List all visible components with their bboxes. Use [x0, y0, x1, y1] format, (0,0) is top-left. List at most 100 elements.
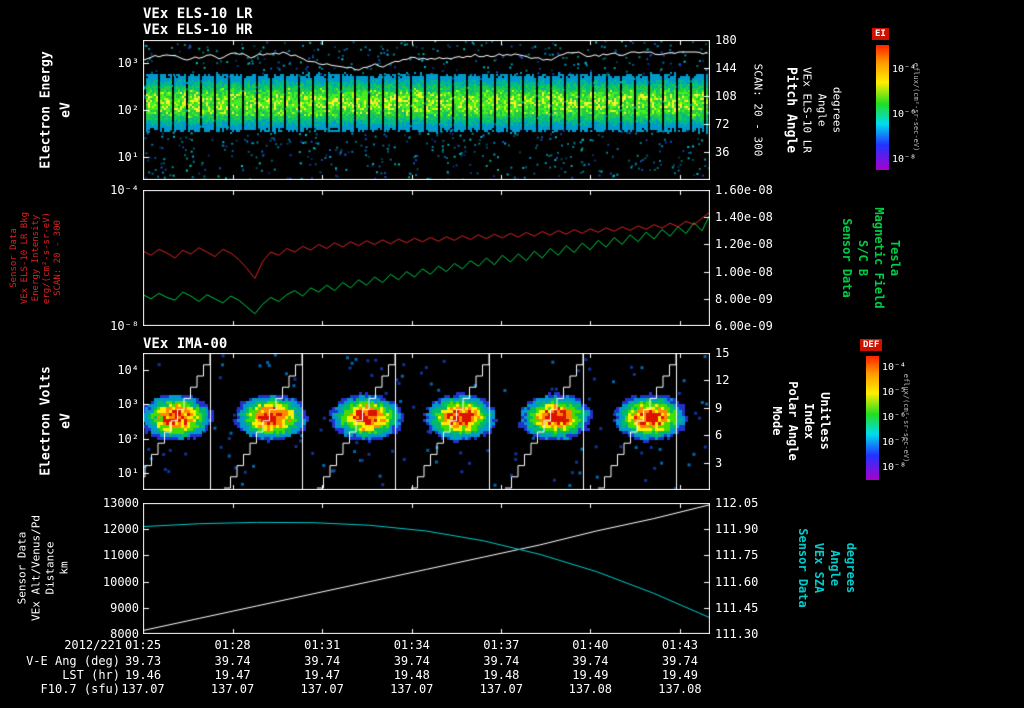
colorbar-tick: 10⁻⁵ [882, 387, 907, 399]
y-tick-right-p4: 111.90 [715, 522, 759, 537]
time-tick-label: 01:28 [214, 638, 251, 652]
colorbar-tick: 10⁻⁶ [892, 109, 917, 120]
p1-right-label-4: degrees [830, 86, 844, 134]
p3-right-label-3: Index [802, 402, 816, 440]
panel1-title-line2: VEx ELS-10 HR [143, 22, 253, 38]
date-label: 2012/221 [64, 638, 122, 652]
y-tick-left-p4: 9000 [110, 600, 139, 615]
y-tick-left-p4: 10000 [102, 574, 139, 589]
y-tick-left-p4: 8000 [110, 627, 139, 641]
y-tick-left-p3: 10² [117, 431, 139, 446]
y-tick-right-p4: 111.60 [715, 574, 759, 589]
p1-right-label-2: VEx ELS-10 LR [800, 66, 814, 154]
colorbar-def [866, 356, 879, 480]
y-tick-right-p1: 180 [715, 33, 737, 47]
panel1-title-line1: VEx ELS-10 LR [143, 6, 253, 22]
footer-value: 19.49 [572, 668, 609, 682]
y-tick-left-p4: 13000 [102, 496, 139, 510]
footer-value: 137.08 [568, 682, 613, 696]
colorbar-tick: 10⁻⁸ [882, 461, 907, 473]
p2-right-label-3: Magnetic Field [872, 207, 886, 309]
y-tick-right-p3: 15 [715, 346, 730, 360]
y-tick-right-p3: 9 [715, 400, 723, 415]
footer-value: 137.07 [210, 682, 255, 696]
y-tick-left-p3: 10¹ [117, 465, 139, 480]
intensity-bfield-line-canvas [143, 190, 710, 326]
footer-row-label: F10.7 (sfu) [40, 682, 120, 696]
footer-value: 39.74 [661, 654, 698, 668]
footer-value: 39.73 [124, 654, 162, 668]
p2-right-label-1: Sensor Data [840, 218, 854, 298]
y-tick-right-p3: 6 [715, 428, 723, 443]
y-tick-left-p4: 12000 [102, 522, 139, 537]
footer-value: 39.74 [214, 654, 251, 668]
p2-left-label-4: erg/(cm²-s-sr-eV) [42, 211, 52, 305]
y-tick-right-p3: 12 [715, 373, 730, 388]
colorbar-tick: 10⁻⁸ [892, 154, 917, 165]
footer-value: 137.07 [121, 682, 165, 696]
y-tick-right-p4: 111.75 [715, 548, 759, 563]
footer-value: 39.74 [572, 654, 609, 668]
y-tick-left-p1: 10³ [117, 56, 139, 71]
time-tick-label: 01:40 [572, 638, 609, 652]
els-spectrogram-canvas [143, 40, 710, 180]
time-tick-label: 01:25 [124, 638, 162, 652]
ima-spectrogram-canvas [143, 353, 710, 490]
footer-row-label: V-E Ang (deg) [26, 654, 120, 668]
footer-value: 19.46 [124, 668, 162, 682]
footer-value: 19.48 [483, 668, 520, 682]
p2-left-label-1: Sensor Data [9, 228, 19, 288]
y-tick-right-p4: 111.30 [715, 627, 759, 641]
p4-left-label-2: VEx Alt/Venus/Pd [29, 515, 43, 621]
p1-right-scan-label: SCAN: 20 - 300 [751, 63, 765, 157]
footer-value: 19.47 [214, 668, 251, 682]
p2-left-label-3: Energy Intensity [31, 214, 41, 302]
p3-right-label-4: Unitless [818, 392, 832, 450]
colorbar-ei-units: eflux/(cm²-sr-sec-eV) [912, 62, 920, 152]
p1-right-label-3: Angle [815, 93, 829, 127]
footer-value: 19.49 [661, 668, 698, 682]
time-tick-label: 01:34 [393, 638, 430, 652]
altitude-sza-line-canvas [143, 503, 710, 634]
y-tick-left-p1: 10¹ [117, 149, 139, 164]
colorbar-def-label: DEF [860, 339, 883, 351]
colorbar-ei [876, 45, 889, 170]
colorbar-ei-label: EI [872, 28, 889, 40]
footer-value: 39.74 [393, 654, 430, 668]
footer-value: 39.74 [304, 654, 341, 668]
time-tick-label: 01:37 [483, 638, 520, 652]
time-tick-label: 01:31 [304, 638, 341, 652]
y-tick-right-p2: 1.60e-08 [715, 183, 773, 197]
colorbar-tick: 10⁻⁶ [882, 412, 907, 423]
p1-left-label: Electron Energy [38, 51, 54, 169]
y-tick-right-p4: 111.45 [715, 600, 759, 615]
footer-value: 137.07 [300, 682, 344, 696]
y-tick-right-p2: 1.20e-08 [715, 237, 773, 252]
colorbar-tick: 10⁻⁷ [882, 436, 907, 448]
y-tick-right-p1: 72 [715, 117, 730, 131]
panel3-title: VEx IMA-00 [143, 336, 228, 352]
colorbar-tick: 10⁻⁴ [892, 64, 917, 75]
footer-value: 39.74 [483, 654, 520, 668]
p4-left-label-1: Sensor Data [15, 531, 29, 605]
y-tick-right-p4: 112.05 [715, 496, 759, 510]
y-tick-right-p1: 36 [715, 145, 730, 159]
y-tick-right-p2: 1.40e-08 [715, 210, 773, 225]
p4-left-label-4: km [57, 561, 71, 575]
p4-right-label-4: degrees [844, 542, 858, 594]
y-tick-left-p4: 11000 [102, 548, 139, 563]
p2-left-label-2: VEx ELS-10 LR Bkg [20, 211, 30, 305]
p4-right-label-3: Angle [828, 549, 842, 587]
y-tick-right-p1: 108 [715, 89, 737, 103]
p2-right-label-2: S/C B [856, 239, 870, 277]
footer-value: 137.07 [479, 682, 524, 696]
y-tick-right-p2: 6.00e-09 [715, 319, 773, 333]
y-tick-left-p2: 10⁻⁸ [110, 319, 139, 333]
y-tick-right-p2: 1.00e-08 [715, 264, 773, 279]
time-tick-label: 01:43 [661, 638, 698, 652]
y-tick-left-p2: 10⁻⁴ [110, 183, 139, 197]
p2-left-label-5: SCAN: 20 - 300 [53, 220, 63, 296]
footer-row-label: LST (hr) [62, 668, 120, 682]
footer-value: 137.08 [658, 682, 702, 696]
p3-right-label-1: Mode [770, 406, 784, 436]
